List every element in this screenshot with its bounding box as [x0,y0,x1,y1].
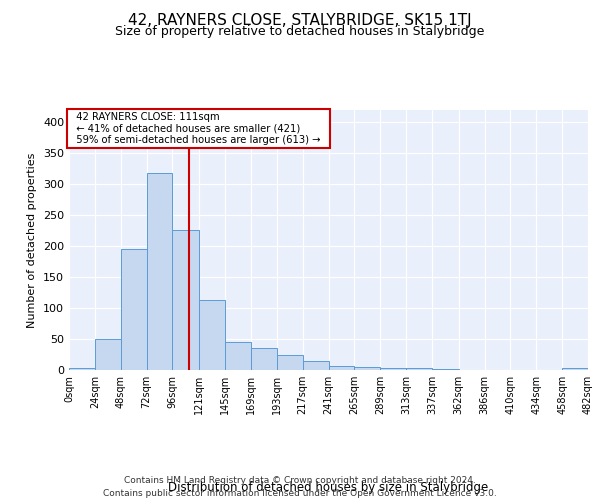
Bar [251,348,277,370]
Bar [277,354,302,370]
Bar [95,339,121,370]
Y-axis label: Number of detached properties: Number of detached properties [28,152,37,328]
Bar [355,367,380,370]
Bar [199,300,225,370]
Bar [121,250,146,370]
Bar [69,368,95,370]
Text: 42, RAYNERS CLOSE, STALYBRIDGE, SK15 1TJ: 42, RAYNERS CLOSE, STALYBRIDGE, SK15 1TJ [128,12,472,28]
Bar [380,368,406,370]
Bar [225,342,251,370]
Bar [329,366,355,370]
Bar [562,368,588,370]
Text: 42 RAYNERS CLOSE: 111sqm
  ← 41% of detached houses are smaller (421)
  59% of s: 42 RAYNERS CLOSE: 111sqm ← 41% of detach… [70,112,327,145]
Text: Size of property relative to detached houses in Stalybridge: Size of property relative to detached ho… [115,25,485,38]
Bar [146,173,172,370]
Text: Contains HM Land Registry data © Crown copyright and database right 2024.: Contains HM Land Registry data © Crown c… [124,476,476,485]
Bar [172,230,199,370]
Bar [432,369,459,370]
Bar [302,362,329,370]
Bar [406,368,432,370]
X-axis label: Distribution of detached houses by size in Stalybridge: Distribution of detached houses by size … [169,481,488,494]
Text: Contains public sector information licensed under the Open Government Licence v3: Contains public sector information licen… [103,489,497,498]
